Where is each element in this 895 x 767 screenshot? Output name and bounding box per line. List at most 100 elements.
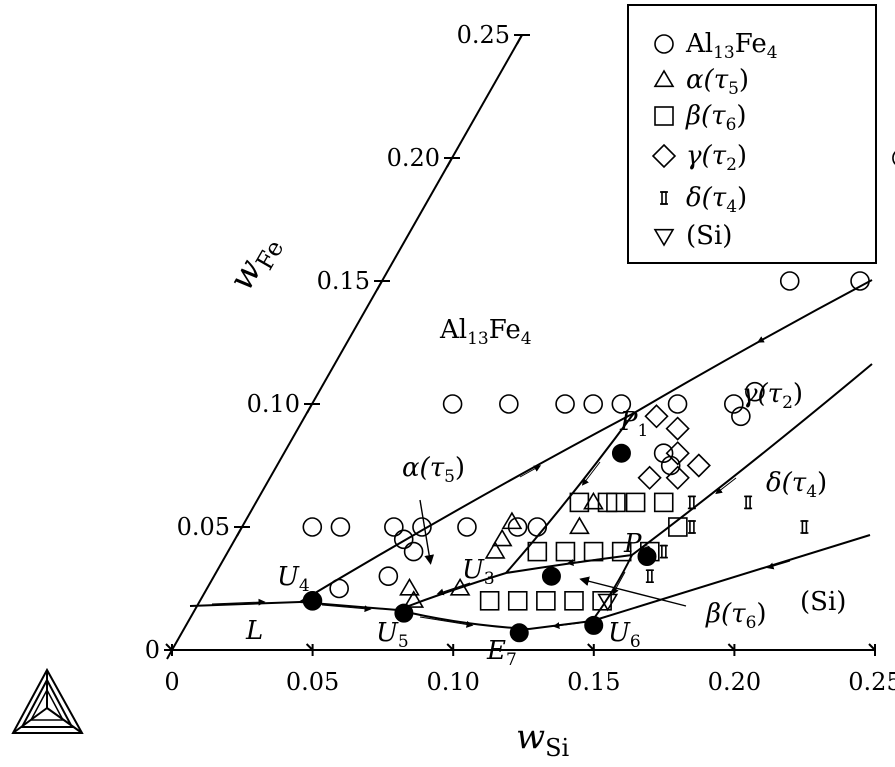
marker-square-2-11 <box>507 590 528 611</box>
legend-label-gamma: γ(τ2) <box>686 141 747 175</box>
marker-circle-0-17 <box>667 394 688 414</box>
annotation-delta: δ(τ4) <box>766 468 827 502</box>
x-axis-title: wSi <box>516 717 570 762</box>
marker-triangle-down-5-0 <box>597 593 619 612</box>
x-axis-title-sub: Si <box>545 734 569 762</box>
y-tick-mark-2 <box>306 403 313 414</box>
marker-triangle-up-1-2 <box>484 541 506 559</box>
legend-label-al13fe4: Al13Fe4 <box>685 29 778 63</box>
x-axis-title-main: w <box>516 717 545 757</box>
marker-bowtie-4-1 <box>687 520 696 534</box>
x-tick-label-2: 0.10 <box>426 668 479 696</box>
y-tick-mark-4 <box>446 157 453 168</box>
invariant-point-P2 <box>637 547 657 567</box>
y-tick-label-0: 0 <box>145 636 160 664</box>
marker-diamond-3-1 <box>665 416 690 441</box>
marker-diamond-3-2 <box>665 441 690 466</box>
y-tick-mark-0 <box>166 649 173 660</box>
annotation-gamma: γ(τ2) <box>742 379 803 413</box>
marker-square-2-3 <box>653 492 674 513</box>
marker-circle-0-28 <box>850 271 870 291</box>
marker-diamond-3-4 <box>637 465 662 490</box>
legend-label-alpha: α(τ5) <box>686 65 749 99</box>
invariant-point-U3 <box>541 566 561 586</box>
label-P1: P1 <box>619 407 648 441</box>
invariant-point-U4 <box>302 591 322 611</box>
marker-square-2-4 <box>668 517 688 537</box>
marker-triangle-up-1-7 <box>449 577 471 596</box>
marker-circle-0-5 <box>507 517 528 537</box>
y-tick-label-2: 0.10 <box>247 390 300 418</box>
arrow-U5-E7 <box>419 616 474 628</box>
marker-bowtie-4-5 <box>800 520 809 534</box>
y-axis-ticks: 0 0.05 0.10 0.15 0.20 0.25 <box>145 21 530 664</box>
legend-marker-beta <box>654 106 674 126</box>
x-tick-mark-4 <box>727 643 736 651</box>
marker-bowtie-4-2 <box>659 544 668 559</box>
x-tick-label-3: 0.15 <box>567 668 620 696</box>
x-tick-label-1: 0.05 <box>286 668 339 696</box>
arrow-label-alpha <box>419 499 435 565</box>
boundary-P1-gamma <box>633 279 873 414</box>
annotations: Al13Fe4 α(τ5) β(τ6) γ(τ2) δ(τ4) (Si) L U… <box>245 315 846 670</box>
marker-triangle-up-1-6 <box>403 590 425 608</box>
invariant-point-U6 <box>584 615 604 635</box>
y-tick-label-5: 0.25 <box>457 21 510 49</box>
marker-circle-0-4 <box>457 517 477 537</box>
marker-triangle-up-1-3 <box>583 491 604 510</box>
marker-square-2-14 <box>592 590 612 611</box>
marker-square-2-13 <box>564 590 584 611</box>
label-U6: U6 <box>608 618 641 652</box>
label-U5: U5 <box>376 618 409 652</box>
y-axis-line <box>171 34 523 651</box>
marker-triangle-up-1-5 <box>399 577 420 596</box>
marker-circle-0-21 <box>653 443 674 464</box>
ternary-triangle-icon <box>11 667 84 734</box>
x-tick-mark-1 <box>305 643 314 651</box>
arrow-U4-P1 <box>519 465 542 478</box>
marker-square-2-15 <box>606 492 626 513</box>
marker-square-2-0 <box>569 492 590 513</box>
legend-markers <box>651 34 677 247</box>
x-tick-label-5: 0.25 <box>848 668 895 696</box>
x-tick-mark-2 <box>446 643 454 651</box>
y-tick-label-4: 0.20 <box>387 144 440 172</box>
arrow-gamma-P1 <box>756 331 777 343</box>
marker-triangle-up-1-4 <box>569 516 590 535</box>
legend-marker-alpha <box>653 69 675 88</box>
marker-circle-0-10 <box>329 578 349 599</box>
marker-square-2-7 <box>583 541 604 562</box>
marker-circle-0-1 <box>330 517 351 537</box>
boundary-Si-U6 <box>591 534 871 622</box>
arrow-U4-U5 <box>321 604 372 613</box>
invariant-points <box>302 443 657 643</box>
label-U4: U4 <box>277 562 310 596</box>
annotation-alpha: α(τ5) <box>402 453 465 487</box>
legend-box <box>627 4 877 264</box>
y-axis-title: wFe <box>221 227 289 300</box>
marker-circle-0-19 <box>731 406 751 427</box>
marker-diamond-3-0 <box>644 404 669 429</box>
legend-marker-gamma <box>651 143 677 169</box>
marker-square-2-2 <box>625 492 646 513</box>
marker-circle-0-26 <box>892 151 895 165</box>
y-tick-label-3: 0.15 <box>317 267 370 295</box>
marker-bowtie-4-3 <box>645 569 654 584</box>
x-tick-label-0: 0 <box>164 668 179 696</box>
label-U3: U3 <box>462 555 495 589</box>
marker-bowtie-4-0 <box>687 495 696 510</box>
direction-arrows <box>211 331 791 630</box>
legend-label-si: (Si) <box>686 221 732 251</box>
marker-diamond-3-5 <box>665 465 690 490</box>
axes: 0 0.05 0.10 0.15 0.20 0.25 00.050.100.150.200… <box>145 21 895 696</box>
invariant-point-P1 <box>611 443 631 463</box>
marker-circle-0-8 <box>403 541 424 562</box>
legend-marker-si <box>653 228 675 247</box>
legend-marker-al13fe4 <box>654 34 674 54</box>
arrow-Si-U6 <box>766 560 791 570</box>
legend-label-delta: δ(τ4) <box>686 183 747 217</box>
marker-circle-0-0 <box>302 517 323 537</box>
invariant-point-U5 <box>394 603 414 623</box>
boundary-U5-E7 <box>397 609 530 630</box>
